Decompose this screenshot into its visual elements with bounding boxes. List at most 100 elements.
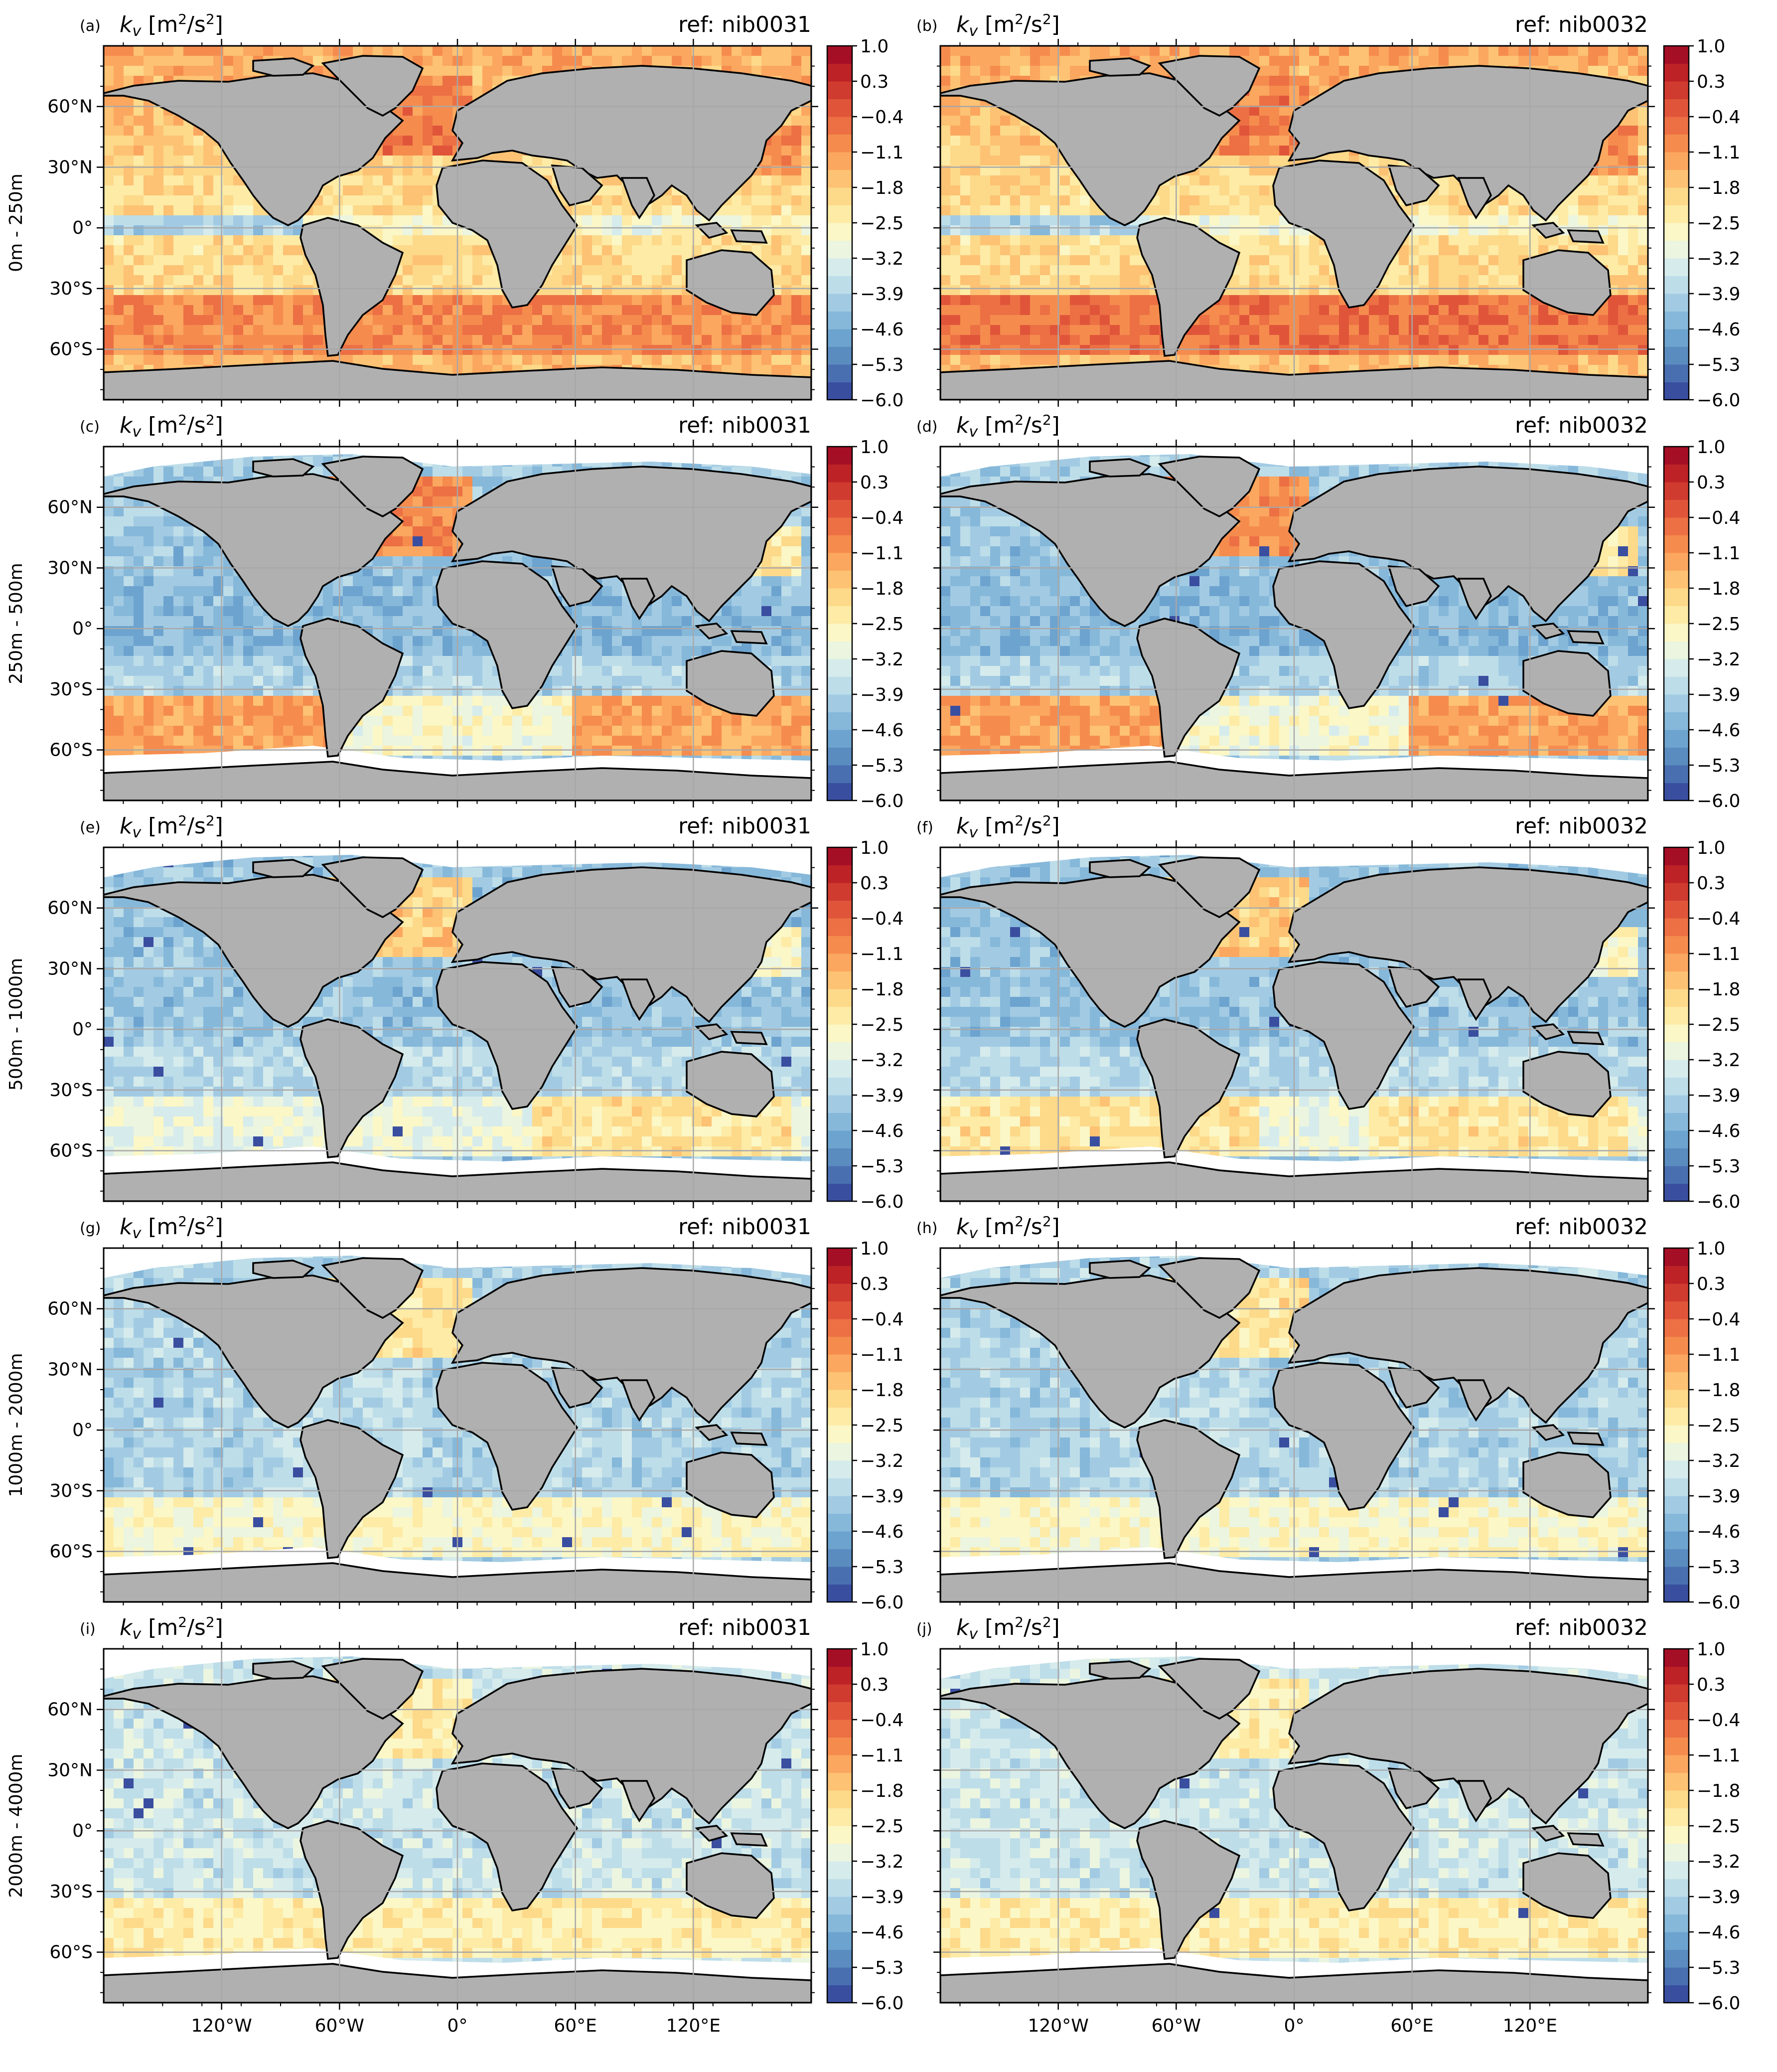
colorbar-segment xyxy=(827,1549,852,1567)
colorbar-tick-label: −5.3 xyxy=(860,1958,903,1978)
colorbar-segment xyxy=(1664,971,1689,989)
colorbar-tick-label: 1.0 xyxy=(860,838,888,858)
colorbar-segment xyxy=(1664,1042,1689,1060)
colorbar-segment xyxy=(827,382,852,400)
colorbar-tick-label: −3.9 xyxy=(1697,1486,1740,1507)
colorbar-segment xyxy=(827,46,852,64)
colorbar-tick-label: −2.5 xyxy=(860,213,903,234)
colorbar-segment xyxy=(827,1985,852,2003)
colorbar-segment xyxy=(827,1113,852,1131)
colorbar-segment xyxy=(827,1266,852,1284)
colorbar-segment xyxy=(827,1772,852,1791)
panel-row: 250m - 500m (c) kv [m2/s2] ref: nib003160°N… xyxy=(6,412,1740,811)
colorbar-tick-label: −2.5 xyxy=(1697,1816,1740,1837)
colorbar: 1.0 0.3 −0.4 −1.1 −1.8 −2.5 −3.2 −3.9 −4.6 −5.3 −6… xyxy=(1663,437,1740,811)
colorbar-segment xyxy=(827,1319,852,1337)
colorbar-segment xyxy=(1664,918,1689,936)
colorbar-segment xyxy=(827,1006,852,1025)
colorbar-tick-label: −3.9 xyxy=(860,685,903,705)
colorbar-segment xyxy=(827,258,852,276)
colorbar-tick-label: −3.2 xyxy=(860,649,903,670)
lat-tick-label: 0° xyxy=(72,1821,93,1841)
colorbar-tick-label: −3.9 xyxy=(1697,1887,1740,1908)
lat-tick-label: 60°S xyxy=(49,1942,93,1963)
colorbar-segment xyxy=(827,1932,852,1950)
colorbar-tick-label: −1.1 xyxy=(1697,944,1740,964)
colorbar-segment xyxy=(1664,936,1689,954)
colorbar-segment xyxy=(827,1808,852,1826)
colorbar-segment xyxy=(827,1949,852,1968)
colorbar-tick-label: −1.1 xyxy=(860,143,903,163)
colorbar-tick-label: 1.0 xyxy=(1697,437,1725,458)
colorbar-tick-label: 1.0 xyxy=(860,36,888,57)
colorbar-segment xyxy=(1664,1897,1689,1914)
colorbar-segment xyxy=(1664,588,1689,606)
lat-tick-label: 0° xyxy=(72,1019,93,1040)
colorbar-segment xyxy=(827,499,852,518)
colorbar-segment xyxy=(1664,659,1689,677)
panel-title: kv [m2/s2] xyxy=(956,1614,1060,1643)
lat-tick-label: 60°N xyxy=(47,1700,93,1720)
lon-tick-label: 60°W xyxy=(1152,2016,1201,2036)
lat-tick-label: 30°S xyxy=(49,1080,93,1101)
map-panel: (a) kv [m2/s2] ref: nib003160°N30°N0°30°S6… xyxy=(47,11,903,411)
colorbar-segment xyxy=(1664,1861,1689,1879)
colorbar-segment xyxy=(1664,606,1689,624)
gridlines xyxy=(940,46,1648,400)
panel-ref-label: ref: nib0031 xyxy=(678,1214,811,1240)
colorbar-segment xyxy=(827,553,852,571)
panel-letter: (g) xyxy=(80,1220,101,1237)
colorbar-segment xyxy=(1664,694,1689,712)
colorbar-tick-label: −0.4 xyxy=(1697,107,1740,128)
gridlines xyxy=(104,1649,811,2003)
colorbar-tick-label: −3.9 xyxy=(860,1887,903,1908)
lat-tick-label: 60°S xyxy=(49,339,93,360)
colorbar-segment xyxy=(827,1584,852,1602)
colorbar-tick-label: −6.0 xyxy=(860,390,903,411)
map-panel: (c) kv [m2/s2] ref: nib003160°N30°N0°30°S6… xyxy=(47,412,903,811)
colorbar-segment xyxy=(1664,1407,1689,1426)
colorbar-tick-label: 0.3 xyxy=(1697,473,1725,493)
panel-ref-label: ref: nib0032 xyxy=(1515,12,1648,37)
colorbar-segment xyxy=(1664,294,1689,312)
colorbar-tick-label: −6.0 xyxy=(1697,1593,1740,1613)
colorbar-segment xyxy=(827,1336,852,1355)
colorbar-tick-label: −5.3 xyxy=(1697,1557,1740,1578)
colorbar-tick-label: 0.3 xyxy=(860,473,888,493)
colorbar-segment xyxy=(1664,883,1689,901)
colorbar-tick-label: −0.4 xyxy=(1697,1309,1740,1330)
colorbar-tick-label: −3.2 xyxy=(860,1852,903,1872)
colorbar-segment xyxy=(1664,1478,1689,1496)
colorbar-segment xyxy=(827,1531,852,1549)
depth-label: 250m - 500m xyxy=(6,563,26,684)
colorbar-segment xyxy=(827,364,852,382)
colorbar-tick-label: −2.5 xyxy=(1697,213,1740,234)
depth-label: 500m - 1000m xyxy=(6,958,26,1091)
colorbar-segment xyxy=(1664,240,1689,259)
colorbar-segment xyxy=(827,847,852,865)
colorbar-segment xyxy=(1664,1319,1689,1337)
colorbar-segment xyxy=(1664,1584,1689,1602)
tick-marks xyxy=(97,1642,818,2010)
colorbar: 1.0 0.3 −0.4 −1.1 −1.8 −2.5 −3.2 −3.9 −4.6 −5.3 −6… xyxy=(1663,838,1740,1212)
colorbar-tick-label: −1.8 xyxy=(860,1781,903,1801)
colorbar-segment xyxy=(827,152,852,170)
panel-title: kv [m2/s2] xyxy=(120,1213,223,1242)
colorbar-segment xyxy=(827,1861,852,1879)
colorbar-segment xyxy=(827,1879,852,1897)
colorbar-tick-label: −3.2 xyxy=(1697,1050,1740,1071)
colorbar-segment xyxy=(827,1478,852,1496)
colorbar-tick-label: 1.0 xyxy=(1697,838,1725,858)
depth-label: 2000m - 4000m xyxy=(6,1753,26,1898)
colorbar-tick-label: −0.4 xyxy=(860,107,903,128)
colorbar-tick-label: −1.8 xyxy=(860,579,903,599)
colorbar-tick-label: −6.0 xyxy=(860,1192,903,1212)
colorbar-segment xyxy=(827,1755,852,1773)
colorbar-segment xyxy=(1664,747,1689,766)
colorbar-segment xyxy=(827,1649,852,1667)
colorbar: 1.0 0.3 −0.4 −1.1 −1.8 −2.5 −3.2 −3.9 −4.6 −5.3 −6… xyxy=(826,36,903,411)
colorbar-segment xyxy=(1664,1077,1689,1096)
colorbar-tick-label: 0.3 xyxy=(860,1675,888,1695)
colorbar-tick-label: −1.1 xyxy=(1697,1746,1740,1766)
